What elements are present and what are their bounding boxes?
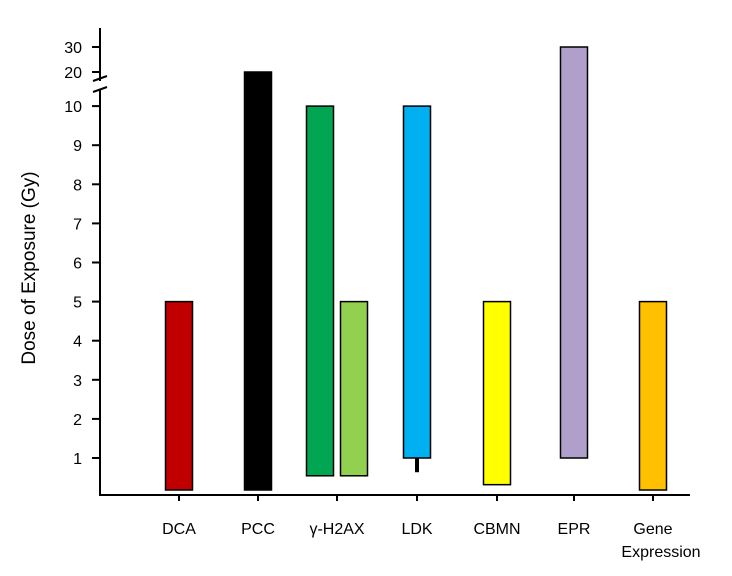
axis-break-mark [92, 86, 108, 93]
range-bar [482, 300, 512, 486]
x-category-label: DCA [162, 521, 196, 538]
y-tick-label: 5 [73, 295, 82, 312]
y-ticks: 1 2 3 4 5 6 7 8 9 10 20 30 [64, 40, 100, 468]
x-category-label: EPR [558, 521, 591, 538]
range-bar [243, 71, 273, 491]
axis-break-mark [92, 75, 108, 82]
range-bar [164, 300, 194, 491]
x-category-label: CBMN [473, 521, 520, 538]
range-bar [305, 105, 335, 477]
y-axis-title: Dose of Exposure (Gy) [19, 171, 40, 364]
x-category-labels: DCA PCC γ-H2AX LDK CBMN EPR Gene Expression [162, 495, 701, 561]
x-category-label: Gene [633, 521, 672, 538]
range-bar [559, 46, 589, 459]
range-bar [339, 300, 369, 477]
bars [164, 46, 668, 491]
range-bar [638, 300, 668, 491]
range-bar [402, 105, 432, 459]
x-category-label: LDK [401, 521, 432, 538]
y-tick-label: 4 [73, 334, 82, 351]
y-tick-label: 2 [73, 412, 82, 429]
y-tick-label: 8 [73, 177, 82, 194]
y-tick-label: 20 [64, 65, 82, 82]
y-tick-label: 1 [73, 451, 82, 468]
y-tick-label: 9 [73, 138, 82, 155]
x-category-label: PCC [241, 521, 275, 538]
y-tick-label: 30 [64, 40, 82, 57]
x-category-label: Expression [621, 544, 700, 561]
y-tick-label: 6 [73, 256, 82, 273]
y-tick-label: 10 [64, 99, 82, 116]
x-category-label: γ-H2AX [309, 521, 364, 538]
y-tick-label: 7 [73, 216, 82, 233]
y-tick-label: 3 [73, 373, 82, 390]
